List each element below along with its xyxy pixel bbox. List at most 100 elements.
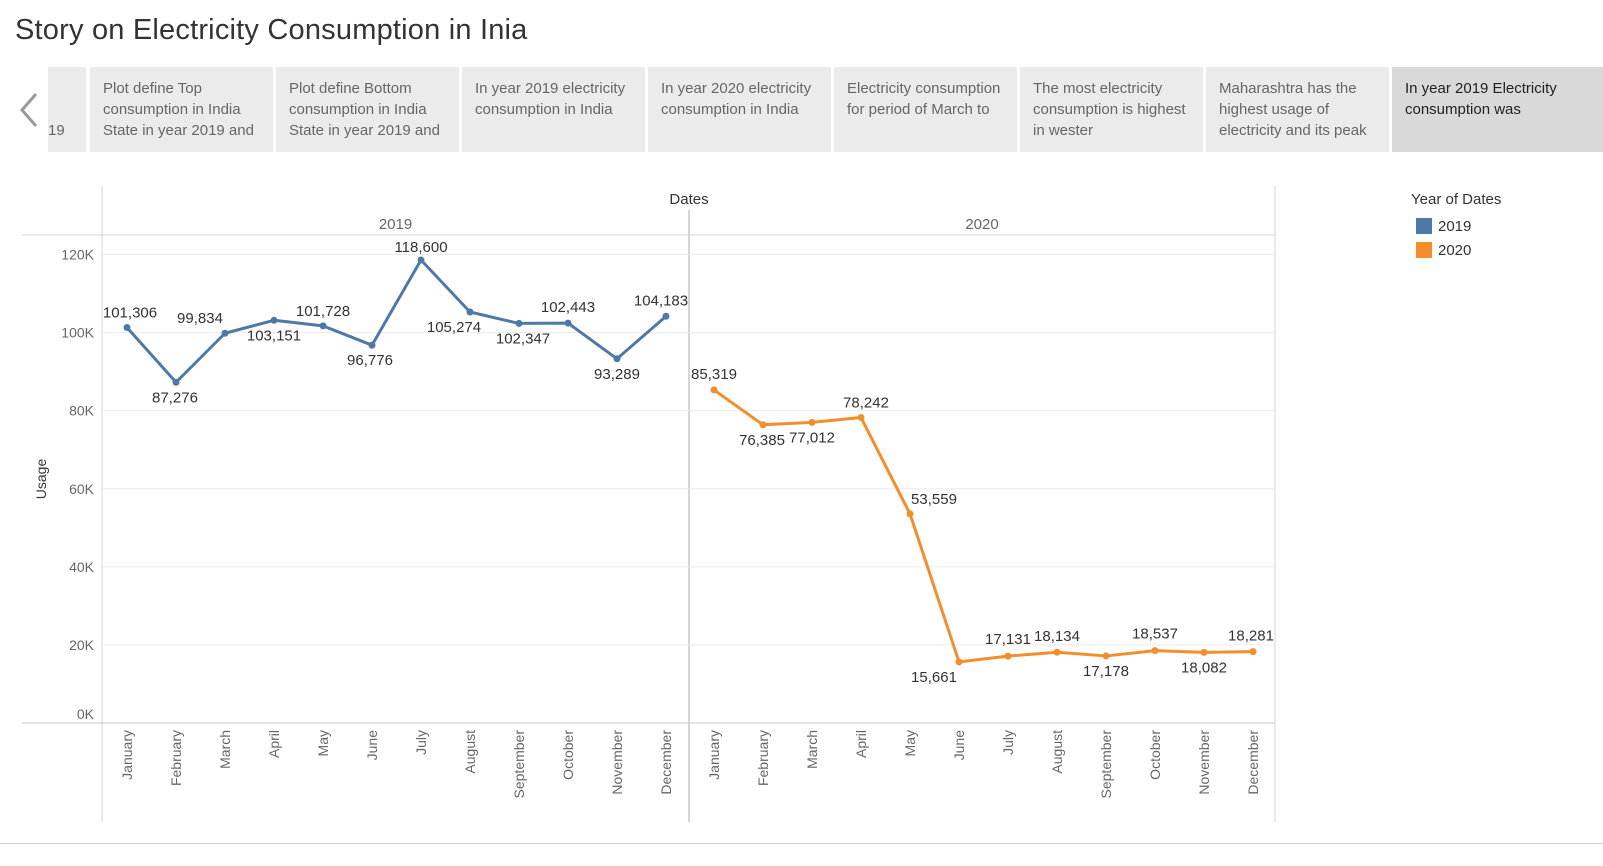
story-point-6[interactable]: The most electricity consumption is high… bbox=[1020, 67, 1203, 152]
x-tick-label: September bbox=[511, 730, 527, 799]
data-label-2020: 18,134 bbox=[1034, 628, 1080, 645]
data-label-2019: 93,289 bbox=[594, 366, 640, 383]
story-point-label: In year 2019 Electricity consumption was bbox=[1405, 80, 1557, 118]
x-tick-label: December bbox=[1245, 730, 1261, 795]
data-label-2020: 76,385 bbox=[739, 432, 785, 449]
data-point-2020 bbox=[1102, 652, 1110, 660]
data-point-2020 bbox=[759, 421, 767, 429]
data-point-2020 bbox=[955, 658, 963, 666]
story-point-previous-label: 19 bbox=[48, 122, 65, 139]
story-point-4[interactable]: In year 2020 electricity consumption in … bbox=[648, 67, 831, 152]
panel-header-2019: 2019 bbox=[379, 216, 412, 233]
story-point-label: Maharashtra has the highest usage of ele… bbox=[1219, 80, 1367, 139]
x-tick-label: February bbox=[755, 730, 771, 786]
legend: Year of Dates 2019 2020 bbox=[1411, 191, 1501, 262]
x-tick-label: January bbox=[706, 730, 722, 780]
data-point-2020 bbox=[1249, 648, 1257, 656]
data-label-2019: 101,728 bbox=[296, 303, 350, 320]
legend-swatch bbox=[1416, 242, 1432, 258]
previous-arrow-icon[interactable] bbox=[14, 90, 46, 130]
data-label-2019: 87,276 bbox=[152, 389, 198, 406]
data-label-2020: 77,012 bbox=[789, 429, 835, 446]
data-point-2020 bbox=[1151, 647, 1159, 655]
legend-label: 2019 bbox=[1438, 217, 1472, 235]
story-point-label: In year 2020 electricity consumption in … bbox=[661, 80, 812, 118]
story-title: Story on Electricity Consumption in Inia bbox=[15, 14, 528, 46]
data-label-2020: 18,281 bbox=[1228, 628, 1274, 645]
data-point-2020 bbox=[710, 386, 718, 394]
x-tick-label: May bbox=[315, 730, 331, 756]
data-point-2019 bbox=[221, 329, 229, 337]
series-line-2019 bbox=[125, 258, 667, 384]
data-point-2020 bbox=[808, 418, 816, 426]
data-point-2020 bbox=[857, 414, 865, 422]
data-point-2020 bbox=[906, 510, 914, 518]
y-tick-label: 20K bbox=[69, 637, 95, 653]
story-point-1[interactable]: Plot define Top consumption in India Sta… bbox=[90, 67, 273, 152]
data-label-2019: 104,183 bbox=[634, 292, 688, 309]
story-point-previous[interactable]: 19 bbox=[48, 67, 86, 152]
column-header: Dates bbox=[669, 191, 708, 208]
y-axis-label: Usage bbox=[33, 459, 49, 500]
x-tick-label: June bbox=[951, 730, 967, 761]
y-tick-label: 80K bbox=[69, 403, 95, 419]
x-tick-label: November bbox=[1196, 730, 1212, 795]
data-label-2020: 85,319 bbox=[691, 366, 737, 383]
legend-item-2020[interactable]: 2020 bbox=[1411, 238, 1501, 262]
data-point-2020 bbox=[1053, 648, 1061, 656]
story-point-7[interactable]: Maharashtra has the highest usage of ele… bbox=[1206, 67, 1389, 152]
x-tick-label: June bbox=[364, 730, 380, 761]
story-point-2[interactable]: Plot define Bottom consumption in India … bbox=[276, 67, 459, 152]
data-point-2019 bbox=[123, 324, 131, 332]
data-label-2019: 96,776 bbox=[347, 352, 393, 369]
y-tick-label: 100K bbox=[61, 325, 94, 341]
data-point-2020 bbox=[1004, 652, 1012, 660]
story-point-5[interactable]: Electricity consumption for period of Ma… bbox=[834, 67, 1017, 152]
data-label-2019: 105,274 bbox=[427, 319, 481, 336]
x-tick-label: August bbox=[462, 730, 478, 774]
story-point-label: Plot define Bottom consumption in India … bbox=[289, 80, 440, 139]
data-point-2019 bbox=[515, 319, 523, 327]
series-line-2020 bbox=[713, 388, 1254, 664]
story-point-8-active[interactable]: In year 2019 Electricity consumption was bbox=[1392, 67, 1603, 152]
x-tick-label: October bbox=[1147, 730, 1163, 780]
data-point-2019 bbox=[466, 308, 474, 316]
x-tick-label: July bbox=[413, 730, 429, 755]
story-point-3[interactable]: In year 2019 electricity consumption in … bbox=[462, 67, 645, 152]
story-point-label: The most electricity consumption is high… bbox=[1033, 80, 1186, 139]
data-label-2020: 17,178 bbox=[1083, 663, 1129, 680]
x-tick-label: December bbox=[658, 730, 674, 795]
legend-title: Year of Dates bbox=[1411, 191, 1502, 208]
data-point-2019 bbox=[319, 322, 327, 330]
data-point-2019 bbox=[270, 316, 278, 324]
data-label-2020: 78,242 bbox=[843, 395, 889, 412]
footer-divider bbox=[0, 843, 1603, 844]
panel-header-2020: 2020 bbox=[965, 216, 998, 233]
data-label-2020: 18,082 bbox=[1181, 659, 1227, 676]
x-tick-label: October bbox=[560, 730, 576, 780]
story-point-label: In year 2019 electricity consumption in … bbox=[475, 80, 626, 118]
data-label-2019: 99,834 bbox=[177, 310, 223, 327]
x-tick-label: November bbox=[609, 730, 625, 795]
y-tick-label: 120K bbox=[61, 247, 94, 263]
x-tick-label: May bbox=[902, 730, 918, 756]
data-label-2019: 118,600 bbox=[394, 239, 447, 256]
x-tick-label: February bbox=[168, 730, 184, 786]
story-point-label: Plot define Top consumption in India Sta… bbox=[103, 80, 254, 139]
x-tick-label: April bbox=[266, 730, 282, 758]
x-tick-label: September bbox=[1098, 730, 1114, 799]
data-label-2020: 17,131 bbox=[985, 631, 1031, 648]
x-tick-label: April bbox=[853, 730, 869, 758]
story-point-label: Electricity consumption for period of Ma… bbox=[847, 80, 1001, 118]
x-tick-label: March bbox=[804, 730, 820, 769]
legend-swatch bbox=[1416, 218, 1432, 234]
data-label-2019: 102,347 bbox=[496, 330, 550, 347]
x-tick-label: July bbox=[1000, 730, 1016, 755]
data-label-2020: 18,537 bbox=[1132, 626, 1178, 643]
data-point-2019 bbox=[564, 319, 572, 327]
data-label-2020: 53,559 bbox=[911, 491, 957, 508]
x-tick-label: January bbox=[119, 730, 135, 780]
legend-item-2019[interactable]: 2019 bbox=[1411, 214, 1501, 238]
x-tick-label: March bbox=[217, 730, 233, 769]
data-label-2019: 103,151 bbox=[247, 327, 301, 344]
